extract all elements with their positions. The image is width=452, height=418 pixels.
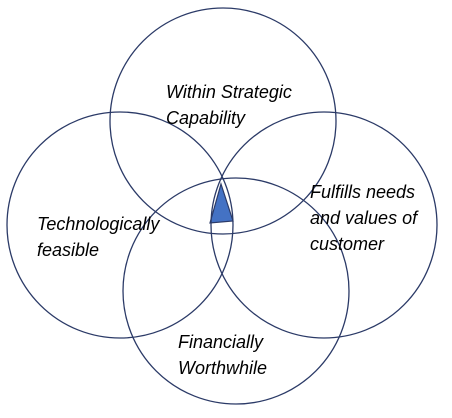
label-line: feasible [37, 240, 100, 260]
label-strategic-capability: Within Strategic Capability [166, 79, 292, 131]
label-line: Within Strategic [166, 82, 292, 102]
label-line: Capability [166, 108, 246, 128]
label-customer-needs: Fulfills needs and values of customer [310, 179, 417, 257]
label-line: Financially [178, 332, 264, 352]
four-way-intersection [209, 181, 234, 224]
circle-technologically-feasible [6, 111, 234, 339]
label-line: Fulfills needs [310, 182, 416, 202]
circle-strategic-capability [109, 7, 337, 235]
label-technologically-feasible: Technologically feasible [37, 211, 159, 263]
label-line: customer [310, 234, 385, 254]
label-line: Worthwhile [178, 358, 268, 378]
label-line: Technologically [37, 214, 160, 234]
label-financially-worthwhile: Financially Worthwhile [178, 329, 267, 381]
label-line: and values of [310, 208, 418, 228]
circle-financially-worthwhile [122, 177, 350, 405]
circle-customer-needs [210, 111, 438, 339]
